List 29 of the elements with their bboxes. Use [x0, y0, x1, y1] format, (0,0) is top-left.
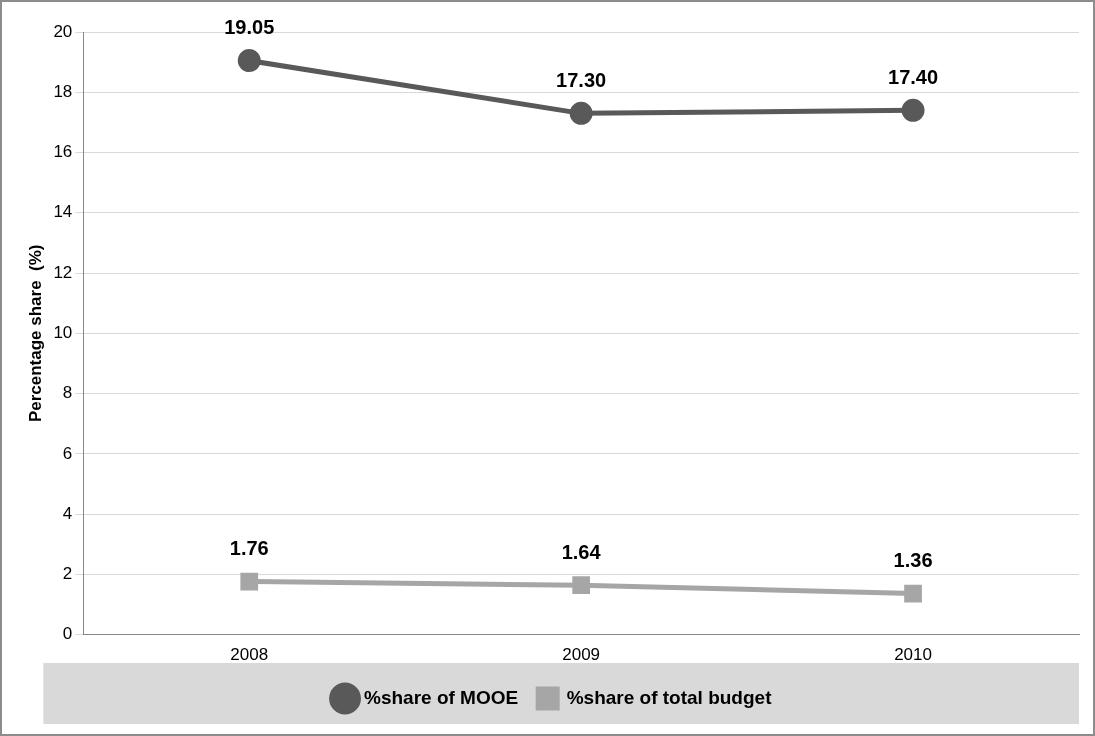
- legend-label: %share of MOOE: [364, 686, 519, 708]
- data-label: 1.36: [893, 549, 933, 572]
- y-tick-label: 4: [62, 503, 73, 523]
- y-tick-label: 12: [53, 262, 73, 282]
- legend-label: %share of total budget: [566, 686, 773, 708]
- y-tick-label: 16: [53, 142, 73, 162]
- data-label: 19.05: [224, 16, 275, 39]
- point: [569, 101, 593, 125]
- x-tick-label: 2009: [562, 645, 601, 665]
- data-label: 1.76: [229, 537, 269, 560]
- y-axis-title: Percentage share (%): [25, 244, 45, 423]
- point: [237, 49, 261, 73]
- data-label: 1.64: [561, 540, 602, 563]
- point: [572, 576, 591, 595]
- x-tick-label: 2008: [230, 645, 269, 665]
- point: [904, 584, 922, 603]
- y-tick-label: 0: [62, 624, 73, 644]
- point: [901, 98, 925, 122]
- x-tick-label: 2010: [894, 645, 932, 665]
- data-label: 17.30: [556, 68, 607, 91]
- point: [240, 572, 259, 591]
- data-label: 17.40: [888, 65, 939, 88]
- y-tick-label: 8: [62, 383, 73, 403]
- y-tick-label: 18: [53, 81, 73, 101]
- y-tick-label: 14: [53, 202, 73, 222]
- y-tick-label: 10: [53, 322, 73, 342]
- y-tick-label: 6: [62, 443, 73, 463]
- y-tick-label: 20: [53, 21, 73, 41]
- y-tick-label: 2: [62, 564, 73, 584]
